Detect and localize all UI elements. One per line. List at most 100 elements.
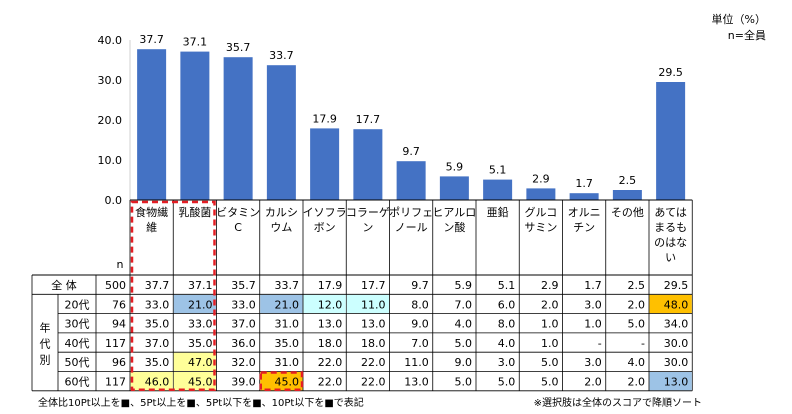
category-label: ン bbox=[362, 221, 373, 234]
cell-highlight bbox=[346, 294, 389, 314]
cell-value: 31.0 bbox=[275, 318, 300, 331]
cell-value: 1.0 bbox=[584, 318, 602, 331]
bar-value-label: 17.9 bbox=[312, 112, 337, 125]
cell-value: 36.0 bbox=[231, 337, 256, 350]
cell-value: 45.0 bbox=[275, 376, 300, 389]
cell-value: 39.0 bbox=[231, 376, 256, 389]
category-label: カルシ bbox=[265, 206, 298, 219]
bar bbox=[180, 51, 210, 200]
cell-highlight bbox=[173, 372, 216, 391]
cell-value: 22.0 bbox=[318, 376, 343, 389]
cell-value: 31.0 bbox=[275, 356, 300, 369]
bar bbox=[266, 65, 296, 200]
row-n: 76 bbox=[112, 298, 126, 311]
category-label: ヒアルロ bbox=[432, 206, 476, 219]
y-tick-label: 30.0 bbox=[98, 74, 123, 87]
cell-value: 9.7 bbox=[411, 279, 429, 292]
cell-value: 5.0 bbox=[541, 376, 559, 389]
row-n: 117 bbox=[105, 337, 126, 350]
bar bbox=[612, 190, 642, 200]
cell-value: 2.9 bbox=[541, 279, 559, 292]
sort-note: ※選択肢は全体のスコアで降順ソート bbox=[533, 398, 702, 409]
bar bbox=[656, 82, 686, 200]
cell-highlight bbox=[649, 294, 692, 314]
cell-value: 33.0 bbox=[188, 318, 213, 331]
cell-value: 4.0 bbox=[455, 318, 473, 331]
cell-value: - bbox=[598, 337, 602, 350]
category-label: グルコ bbox=[524, 205, 557, 219]
category-label: ノール bbox=[395, 221, 428, 234]
row-label: 30代 bbox=[65, 318, 90, 331]
cell-value: 35.0 bbox=[188, 337, 213, 350]
bar bbox=[223, 57, 253, 201]
bar bbox=[353, 129, 383, 200]
row-n: 117 bbox=[105, 376, 126, 389]
bar-value-label: 17.7 bbox=[356, 113, 381, 126]
highlight-box-columns bbox=[130, 200, 216, 392]
cell-value: 1.0 bbox=[541, 318, 559, 331]
bar-value-label: 35.7 bbox=[226, 41, 251, 54]
cell-value: 5.0 bbox=[498, 376, 516, 389]
category-label: チン bbox=[573, 221, 595, 234]
cell-value: 47.0 bbox=[188, 356, 213, 369]
cell-highlight bbox=[649, 372, 692, 391]
y-tick-label: 20.0 bbox=[98, 114, 123, 127]
cell-value: 6.0 bbox=[498, 298, 516, 311]
cell-value: 30.0 bbox=[664, 356, 689, 369]
category-label: コラーゲ bbox=[346, 206, 390, 219]
cell-value: 4.0 bbox=[498, 337, 516, 350]
highlight-box-cell bbox=[259, 371, 304, 392]
cell-value: 5.0 bbox=[455, 376, 473, 389]
cell-value: 2.0 bbox=[584, 376, 602, 389]
bar-value-label: 2.5 bbox=[619, 174, 637, 187]
bar-value-label: 9.7 bbox=[402, 145, 420, 158]
unit-label-block: 単位（%） n=全員 bbox=[712, 12, 766, 44]
cell-value: 35.0 bbox=[145, 356, 170, 369]
cell-value: 48.0 bbox=[664, 298, 689, 311]
cell-value: 22.0 bbox=[361, 376, 386, 389]
cell-value: 33.0 bbox=[231, 298, 256, 311]
bar-value-label: 2.9 bbox=[532, 172, 550, 185]
cell-value: 37.0 bbox=[231, 318, 256, 331]
cell-value: 29.5 bbox=[664, 279, 689, 292]
bar bbox=[569, 193, 599, 200]
cell-value: 3.0 bbox=[498, 356, 516, 369]
bar bbox=[137, 49, 167, 201]
cell-value: 46.0 bbox=[145, 376, 170, 389]
cell-value: 7.0 bbox=[455, 298, 473, 311]
cell-value: 18.0 bbox=[318, 337, 343, 350]
cell-value: 2.0 bbox=[541, 298, 559, 311]
category-label: その他 bbox=[611, 206, 644, 219]
bar-value-label: 33.7 bbox=[269, 49, 294, 62]
cell-value: 35.0 bbox=[275, 337, 300, 350]
cell-value: 45.0 bbox=[188, 376, 213, 389]
cell-value: - bbox=[641, 337, 645, 350]
cell-value: 3.0 bbox=[584, 298, 602, 311]
cell-value: 2.5 bbox=[628, 279, 646, 292]
category-label: 亜鉛 bbox=[487, 205, 509, 219]
cell-value: 22.0 bbox=[361, 356, 386, 369]
cell-value: 13.0 bbox=[664, 376, 689, 389]
row-label: 20代 bbox=[65, 298, 90, 311]
cell-value: 34.0 bbox=[664, 318, 689, 331]
unit-label: 単位（%） bbox=[711, 13, 766, 26]
bar-value-label: 29.5 bbox=[658, 66, 683, 79]
cell-value: 4.0 bbox=[628, 356, 646, 369]
cell-value: 11.0 bbox=[361, 298, 386, 311]
row-label: 60代 bbox=[65, 376, 90, 389]
cell-value: 2.0 bbox=[628, 376, 646, 389]
category-label: イソフラ bbox=[303, 206, 347, 219]
cell-value: 35.7 bbox=[231, 279, 256, 292]
category-label: 維 bbox=[146, 221, 157, 234]
y-tick-label: 40.0 bbox=[98, 34, 123, 47]
row-label: 40代 bbox=[65, 337, 90, 350]
row-n: 500 bbox=[105, 279, 126, 292]
cell-value: 5.0 bbox=[455, 337, 473, 350]
cell-value: 11.0 bbox=[404, 356, 429, 369]
cell-value: 37.1 bbox=[188, 279, 213, 292]
bar bbox=[396, 161, 426, 200]
category-label: ビタミン bbox=[216, 206, 260, 219]
cell-value: 2.0 bbox=[628, 298, 646, 311]
cell-value: 12.0 bbox=[318, 298, 343, 311]
bar-value-label: 37.7 bbox=[139, 33, 164, 46]
